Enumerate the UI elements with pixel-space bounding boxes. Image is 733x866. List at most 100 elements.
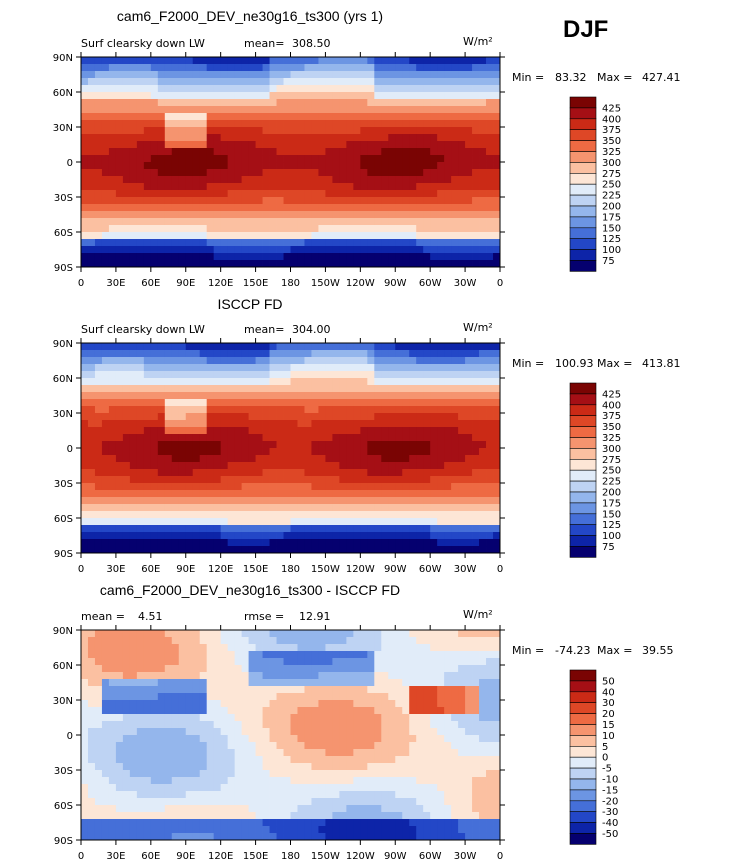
field-cell [374,197,382,205]
field-cell [81,644,89,652]
field-cell [479,427,487,435]
field-cell [185,714,194,722]
field-cell [423,190,431,198]
field-cell [108,378,117,386]
field-cell [199,427,208,435]
field-cell [311,78,319,86]
field-cell [283,406,291,414]
field-cell [458,448,466,456]
field-cell [87,413,96,421]
field-cell [346,637,354,645]
field-cell [339,749,347,757]
field-cell [458,490,466,498]
field-cell [276,176,284,184]
field-cell [458,693,466,701]
field-cell [388,239,396,247]
field-cell [304,120,312,128]
field-cell [367,525,375,533]
field-cell [458,155,466,163]
field-cell [108,239,117,247]
field-cell [164,469,173,477]
field-cell [171,763,180,771]
field-cell [437,434,445,442]
field-cell [94,120,103,128]
field-cell [227,539,236,547]
field-cell [290,78,298,86]
y-tick-label: 60N [53,374,73,385]
field-cell [444,448,452,456]
field-cell [458,658,466,666]
field-cell [220,448,229,456]
field-cell [423,413,431,421]
field-cell [227,392,236,400]
field-cell [220,469,229,477]
field-cell [185,371,194,379]
field-cell [255,728,263,736]
field-cell [157,120,166,128]
field-cell [171,246,180,254]
field-cell [136,441,145,449]
x-tick-label: 150E [243,564,268,575]
field-cell [325,64,333,72]
field-cell [486,364,494,372]
field-cell [437,728,445,736]
field-cell [262,155,270,163]
field-cell [290,630,298,638]
field-cell [493,162,501,170]
field-cell [262,413,270,421]
field-cell [311,239,319,247]
field-cell [248,99,256,107]
field-cell [451,211,459,219]
field-cell [199,392,208,400]
field-cell [255,120,263,128]
y-tick-label: 90N [53,339,73,350]
field-cell [101,253,110,261]
field-cell [332,371,340,379]
field-cell [486,211,494,219]
field-cell [430,742,438,750]
field-cell [227,190,236,198]
field-cell [178,532,187,540]
field-cell [213,85,222,93]
field-cell [451,462,459,470]
field-cell [388,399,396,407]
field-cell [87,350,96,358]
field-cell [402,693,410,701]
field-cell [486,134,494,142]
field-cell [297,476,305,484]
field-cell [402,378,410,386]
field-cell [185,155,194,163]
field-cell [248,225,256,233]
field-cell [185,225,194,233]
field-cell [409,183,417,191]
field-cell [157,413,166,421]
field-cell [157,672,166,680]
field-cell [290,92,298,100]
field-cell [115,679,124,687]
field-cell [262,127,270,135]
field-cell [444,225,452,233]
field-cell [255,756,263,764]
field-cell [472,525,480,533]
field-cell [332,155,340,163]
field-cell [430,539,438,547]
field-cell [367,371,375,379]
field-cell [339,127,347,135]
field-cell [248,204,256,212]
field-cell [150,532,159,540]
field-cell [402,364,410,372]
field-cell [353,749,361,757]
field-cell [171,434,180,442]
colorbar-label: 225 [602,477,621,488]
field-cell [290,728,298,736]
field-cell [451,455,459,463]
field-cell [269,78,277,86]
field-cell [416,253,424,261]
field-cell [493,371,501,379]
field-cell [115,637,124,645]
field-cell [353,113,361,121]
field-cell [367,630,375,638]
field-cell [472,57,480,65]
field-cell [122,253,131,261]
field-cell [234,504,243,512]
